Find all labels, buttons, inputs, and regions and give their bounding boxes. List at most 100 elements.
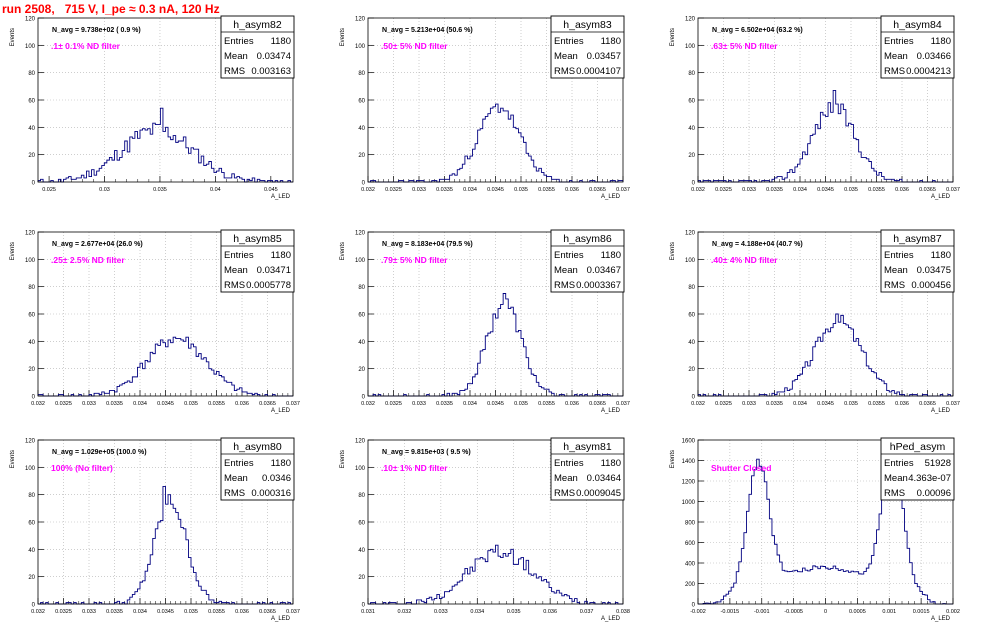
y-tick-label: 0 xyxy=(362,181,366,187)
y-tick-label: 0 xyxy=(32,603,36,609)
x-tick-label: 0.0335 xyxy=(106,609,123,615)
stats-label: RMS xyxy=(224,488,245,499)
x-tick-label: 0.0325 xyxy=(715,401,732,407)
x-axis-label: A_LED xyxy=(601,616,621,622)
stats-value: 1180 xyxy=(601,250,621,261)
y-tick-label: 80 xyxy=(688,71,695,77)
x-tick-label: 0.025 xyxy=(42,187,56,193)
x-tick-label: 0.001 xyxy=(882,609,896,615)
stats-box xyxy=(550,229,625,293)
y-tick-label: 80 xyxy=(28,285,35,291)
stats-value: 0.0004213 xyxy=(906,66,951,77)
y-tick-label: 120 xyxy=(25,439,36,445)
x-tick-label: 0.03 xyxy=(99,187,110,193)
x-tick-label: 0.0365 xyxy=(589,401,606,407)
x-tick-label: 0.0355 xyxy=(868,187,885,193)
x-tick-label: 0.035 xyxy=(514,187,528,193)
stats-label: Mean xyxy=(554,265,578,276)
y-tick-label: 20 xyxy=(28,153,35,159)
stats-value: 0.03471 xyxy=(257,265,291,276)
x-tick-label: 0.034 xyxy=(463,401,477,407)
plot-frame xyxy=(37,439,294,605)
x-tick-label: 0.032 xyxy=(691,187,705,193)
y-tick-label: 0 xyxy=(362,395,366,401)
filter-annotation: Shutter Closed xyxy=(711,463,771,473)
x-tick-label: 0.033 xyxy=(412,187,426,193)
stats-value: 0.0346 xyxy=(262,473,291,484)
x-tick-label: 0.036 xyxy=(543,609,557,615)
x-tick-label: 0.035 xyxy=(844,401,858,407)
x-tick-label: 0.0325 xyxy=(55,401,72,407)
y-tick-label: 60 xyxy=(28,313,35,319)
x-tick-label: 0.035 xyxy=(184,401,198,407)
histogram-line xyxy=(697,89,953,183)
stats-title: h_asym83 xyxy=(563,19,612,31)
x-tick-label: 0.036 xyxy=(235,609,249,615)
x-tick-label: 0.034 xyxy=(793,401,807,407)
stats-label: Entries xyxy=(884,36,914,47)
x-tick-label: 0.037 xyxy=(946,401,960,407)
stats-label: RMS xyxy=(224,66,245,77)
y-axis-label: Events xyxy=(10,242,16,260)
stats-title: h_asym82 xyxy=(233,19,282,31)
filter-annotation: .63± 5% ND filter xyxy=(711,41,778,51)
histogram-line xyxy=(37,336,293,397)
navg-label: N_avg = 4.188e+04 (40.7 %) xyxy=(712,241,803,248)
y-tick-label: 100 xyxy=(685,258,696,264)
plot-frame xyxy=(367,17,624,183)
y-tick-label: 60 xyxy=(358,99,365,105)
panel-h_asym84: 0 20 40 60 80 100 120 0.032 0.0325 0.033 0.0335 0.0… xyxy=(670,15,960,200)
x-tick-label: 0.035 xyxy=(153,187,167,193)
plot-frame xyxy=(697,439,954,605)
stats-value: 0.00096 xyxy=(917,488,951,499)
stats-label: Mean xyxy=(224,51,248,62)
stats-box xyxy=(220,229,295,293)
stats-value: 0.000456 xyxy=(911,280,951,291)
panel-h_asym83: 0 20 40 60 80 100 120 0.032 0.0325 0.033 0.0335 0.0… xyxy=(340,15,630,200)
stats-label: Mean xyxy=(224,473,248,484)
stats-title: hPed_asym xyxy=(890,441,946,453)
x-tick-label: 0.032 xyxy=(398,609,412,615)
y-tick-label: 120 xyxy=(355,17,366,23)
x-tick-label: 0.0365 xyxy=(919,401,936,407)
stats-value: 0.0005778 xyxy=(246,280,291,291)
x-tick-label: 0.0325 xyxy=(385,187,402,193)
y-tick-label: 100 xyxy=(25,44,36,50)
navg-label: N_avg = 6.502e+04 (63.2 %) xyxy=(712,27,803,34)
stats-label: Entries xyxy=(554,458,584,469)
stats-box xyxy=(880,15,955,79)
plot-frame xyxy=(37,17,294,183)
stats-box xyxy=(550,15,625,79)
x-tick-label: 0.037 xyxy=(616,187,630,193)
x-tick-label: 0.036 xyxy=(565,187,579,193)
stats-value: 0.03474 xyxy=(257,51,291,62)
y-tick-label: 20 xyxy=(688,153,695,159)
x-tick-label: 0.0335 xyxy=(436,187,453,193)
stats-box xyxy=(880,437,955,501)
panel-h_asym87: 0 20 40 60 80 100 120 0.032 0.0325 0.033 0.0335 0.0… xyxy=(670,229,960,414)
stats-label: Entries xyxy=(884,458,914,469)
y-tick-label: 0 xyxy=(692,181,696,187)
y-tick-label: 20 xyxy=(358,575,365,581)
x-tick-label: 0.037 xyxy=(946,187,960,193)
navg-label: N_avg = 9.738e+02 ( 0.9 %) xyxy=(52,27,141,34)
page-title: run 2508, 715 V, I_pe ≈ 0.3 nA, 120 Hz xyxy=(2,2,220,16)
y-tick-label: 100 xyxy=(355,258,366,264)
stats-title: h_asym80 xyxy=(233,441,282,453)
y-tick-label: 80 xyxy=(358,285,365,291)
y-tick-label: 120 xyxy=(685,231,696,237)
y-tick-label: 40 xyxy=(28,548,35,554)
y-tick-label: 0 xyxy=(692,395,696,401)
x-tick-label: 0.037 xyxy=(286,609,300,615)
y-tick-label: 800 xyxy=(685,521,696,527)
x-tick-label: 0.036 xyxy=(565,401,579,407)
x-tick-label: 0.0355 xyxy=(868,401,885,407)
x-tick-label: 0.0355 xyxy=(208,401,225,407)
y-tick-label: 120 xyxy=(355,439,366,445)
x-tick-label: 0.034 xyxy=(133,609,147,615)
stats-label: RMS xyxy=(884,488,905,499)
x-tick-label: 0.045 xyxy=(264,187,278,193)
plot-frame xyxy=(367,231,624,397)
stats-value: 51928 xyxy=(925,458,951,469)
